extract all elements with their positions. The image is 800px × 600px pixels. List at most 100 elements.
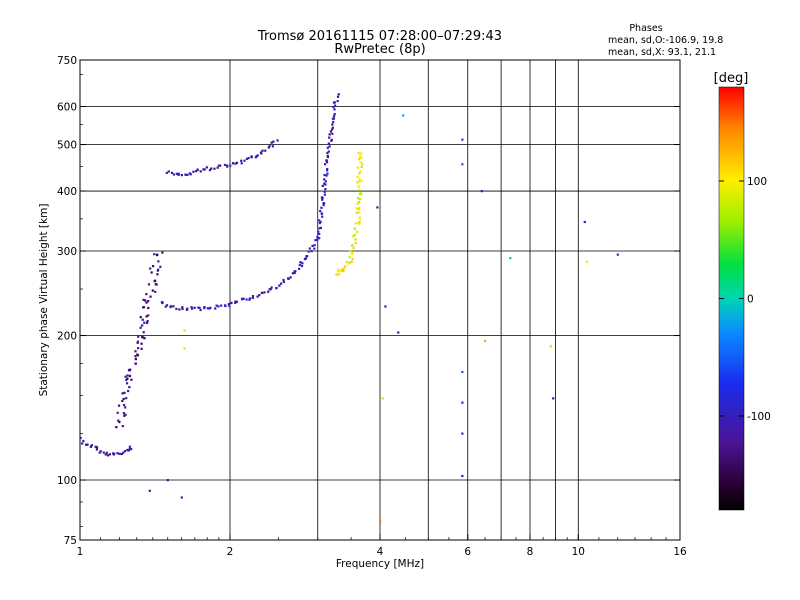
- trace-point-F-rise: [150, 271, 153, 274]
- trace-point-O-trace: [294, 270, 297, 273]
- trace-point-F-rise: [118, 420, 121, 424]
- scatter-point: [509, 257, 512, 260]
- scatter-point: [583, 220, 586, 224]
- trace-point-O-trace: [310, 250, 313, 253]
- trace-point-O-trace: [220, 304, 223, 307]
- trace-point-O-trace: [267, 290, 270, 293]
- trace-point-F-rise: [147, 283, 151, 286]
- trace-point-F-rise: [161, 251, 164, 254]
- y-tick-label: 300: [57, 246, 77, 258]
- trace-point-X-trace: [354, 233, 357, 236]
- trace-point-F-rise: [155, 283, 158, 286]
- trace-point-O-trace: [307, 250, 310, 253]
- y-tick-label: 750: [57, 55, 77, 67]
- trace-point-O-trace: [215, 304, 218, 307]
- trace-point-O-trace: [323, 202, 326, 205]
- trace-point-O-trace: [323, 178, 326, 181]
- trace-point-O-trace: [320, 196, 324, 199]
- y-tick-label: 200: [57, 331, 77, 343]
- trace-point-F-rise: [151, 289, 154, 292]
- trace-point-X-trace: [335, 273, 338, 276]
- trace-point-X-trace: [357, 152, 360, 155]
- trace-point-low-E: [98, 451, 101, 454]
- x-tick-label: 8: [527, 546, 534, 558]
- trace-point-low-E: [107, 454, 110, 457]
- trace-point-F-rise: [137, 335, 140, 338]
- trace-point-upper-branch: [170, 171, 174, 174]
- trace-point-X-trace: [356, 166, 359, 169]
- trace-point-O-trace: [198, 306, 201, 309]
- trace-point-X-trace: [357, 185, 360, 188]
- trace-point-O-trace: [328, 133, 331, 136]
- trace-point-O-trace: [241, 297, 244, 300]
- trace-point-O-trace: [325, 161, 329, 164]
- trace-point-upper-branch: [205, 166, 208, 169]
- trace-point-O-trace: [332, 115, 336, 118]
- trace-point-F-rise: [149, 267, 152, 270]
- trace-point-O-trace: [282, 278, 285, 282]
- trace-point-low-E: [118, 452, 121, 455]
- trace-point-upper-branch: [235, 161, 239, 164]
- trace-point-O-trace: [333, 108, 336, 111]
- scatter-point: [552, 397, 555, 400]
- trace-point-O-trace: [318, 227, 321, 230]
- trace-point-O-trace: [203, 305, 206, 309]
- scatter-point: [397, 331, 400, 334]
- trace-point-O-trace: [209, 306, 212, 309]
- trace-point-low-E: [105, 451, 108, 454]
- trace-point-upper-branch: [245, 157, 249, 160]
- trace-point-X-trace: [352, 234, 355, 237]
- trace-point-X-trace: [360, 156, 363, 160]
- trace-point-F-rise: [139, 326, 142, 329]
- trace-point-X-trace: [354, 238, 357, 241]
- trace-point-X-trace: [359, 161, 362, 164]
- trace-point-upper-branch: [229, 164, 232, 167]
- trace-point-F-rise: [122, 397, 125, 401]
- trace-point-F-rise: [154, 279, 157, 282]
- trace-point-O-trace: [161, 301, 164, 304]
- trace-point-O-trace: [323, 163, 327, 166]
- trace-point-upper-branch: [210, 167, 213, 170]
- x-tick-label: 6: [464, 546, 471, 558]
- trace-point-X-trace: [345, 260, 348, 264]
- trace-point-F-rise: [127, 389, 130, 393]
- trace-point-X-trace: [355, 230, 359, 234]
- y-tick-label: 400: [57, 186, 77, 198]
- trace-point-X-trace: [359, 192, 362, 195]
- colorbar-label: [deg]: [714, 71, 749, 86]
- y-tick-label: 75: [64, 535, 77, 547]
- trace-point-O-trace: [261, 291, 264, 295]
- trace-point-X-trace: [358, 216, 361, 219]
- trace-point-F-rise: [152, 264, 155, 268]
- x-tick-label: 4: [377, 546, 384, 558]
- trace-point-F-rise: [157, 260, 160, 263]
- trace-point-X-trace: [359, 170, 362, 173]
- scatter-point: [461, 401, 464, 404]
- scatter-point: [585, 260, 588, 263]
- trace-point-O-trace: [311, 244, 314, 248]
- colorbar-tick-label: 0: [747, 294, 754, 306]
- trace-point-O-trace: [319, 220, 322, 224]
- trace-point-upper-branch: [247, 156, 250, 160]
- trace-point-low-E: [95, 446, 99, 449]
- trace-point-F-rise: [121, 399, 124, 403]
- trace-point-O-trace: [319, 209, 322, 213]
- trace-point-upper-branch: [192, 170, 195, 173]
- trace-point-O-trace: [190, 306, 193, 309]
- trace-point-O-trace: [234, 301, 237, 304]
- trace-point-O-trace: [297, 267, 301, 270]
- trace-point-O-trace: [282, 280, 286, 284]
- trace-point-upper-branch: [184, 173, 187, 176]
- trace-point-O-trace: [318, 219, 321, 222]
- trace-point-F-rise: [130, 378, 133, 381]
- trace-point-upper-branch: [175, 172, 178, 175]
- trace-point-O-trace: [314, 239, 317, 242]
- trace-point-O-trace: [190, 307, 194, 310]
- trace-point-O-trace: [206, 307, 209, 310]
- trace-point-O-trace: [331, 126, 334, 129]
- trace-point-X-trace: [358, 188, 361, 191]
- trace-point-low-E: [120, 452, 123, 456]
- trace-point-O-trace: [332, 106, 335, 109]
- x-axis: 1 2 4 6 8 10 16: [77, 534, 687, 558]
- trace-point-O-trace: [248, 297, 252, 300]
